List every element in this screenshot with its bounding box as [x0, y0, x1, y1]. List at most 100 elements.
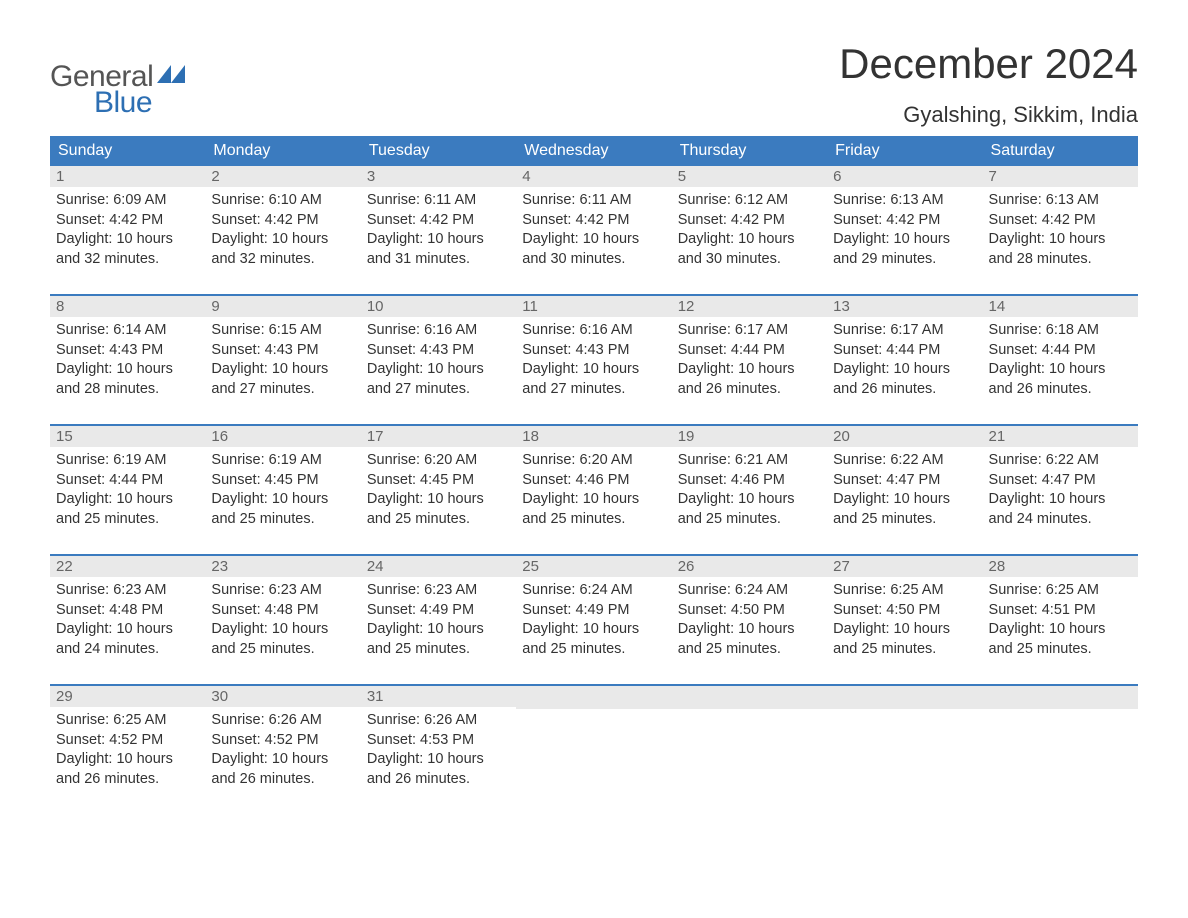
day-sunrise: Sunrise: 6:20 AM	[522, 451, 665, 471]
day-sunset: Sunset: 4:42 PM	[522, 211, 665, 231]
day-daylight2: and 25 minutes.	[833, 640, 976, 660]
day-daylight1: Daylight: 10 hours	[56, 230, 199, 250]
day-number: 18	[516, 426, 671, 447]
day-number-bar	[827, 686, 982, 709]
day-daylight2: and 25 minutes.	[522, 510, 665, 530]
day-sunset: Sunset: 4:42 PM	[833, 211, 976, 231]
calendar-cell	[983, 686, 1138, 814]
day-details: Sunrise: 6:12 AMSunset: 4:42 PMDaylight:…	[672, 187, 827, 279]
day-sunrise: Sunrise: 6:17 AM	[678, 321, 821, 341]
calendar-cell: 2Sunrise: 6:10 AMSunset: 4:42 PMDaylight…	[205, 166, 360, 295]
calendar-cell: 5Sunrise: 6:12 AMSunset: 4:42 PMDaylight…	[672, 166, 827, 295]
day-sunrise: Sunrise: 6:18 AM	[989, 321, 1132, 341]
day-details: Sunrise: 6:17 AMSunset: 4:44 PMDaylight:…	[827, 317, 982, 409]
logo: General Blue	[50, 40, 185, 120]
day-sunrise: Sunrise: 6:21 AM	[678, 451, 821, 471]
day-daylight2: and 29 minutes.	[833, 250, 976, 270]
day-sunset: Sunset: 4:47 PM	[989, 471, 1132, 491]
calendar-cell: 23Sunrise: 6:23 AMSunset: 4:48 PMDayligh…	[205, 556, 360, 685]
day-daylight1: Daylight: 10 hours	[211, 750, 354, 770]
day-sunset: Sunset: 4:45 PM	[367, 471, 510, 491]
day-sunset: Sunset: 4:45 PM	[211, 471, 354, 491]
day-header: Tuesday	[361, 136, 516, 166]
day-daylight1: Daylight: 10 hours	[522, 490, 665, 510]
day-details: Sunrise: 6:13 AMSunset: 4:42 PMDaylight:…	[827, 187, 982, 279]
day-sunset: Sunset: 4:47 PM	[833, 471, 976, 491]
day-daylight1: Daylight: 10 hours	[678, 620, 821, 640]
day-sunrise: Sunrise: 6:25 AM	[833, 581, 976, 601]
day-details: Sunrise: 6:20 AMSunset: 4:45 PMDaylight:…	[361, 447, 516, 539]
day-number: 26	[672, 556, 827, 577]
day-daylight2: and 26 minutes.	[833, 380, 976, 400]
calendar-cell: 11Sunrise: 6:16 AMSunset: 4:43 PMDayligh…	[516, 296, 671, 425]
day-sunset: Sunset: 4:43 PM	[367, 341, 510, 361]
day-sunset: Sunset: 4:46 PM	[678, 471, 821, 491]
logo-flag-icon	[157, 65, 185, 88]
day-details: Sunrise: 6:26 AMSunset: 4:52 PMDaylight:…	[205, 707, 360, 799]
calendar-cell: 7Sunrise: 6:13 AMSunset: 4:42 PMDaylight…	[983, 166, 1138, 295]
day-number: 29	[50, 686, 205, 707]
day-sunrise: Sunrise: 6:11 AM	[522, 191, 665, 211]
day-sunrise: Sunrise: 6:20 AM	[367, 451, 510, 471]
day-number: 14	[983, 296, 1138, 317]
day-sunset: Sunset: 4:44 PM	[678, 341, 821, 361]
calendar-cell: 26Sunrise: 6:24 AMSunset: 4:50 PMDayligh…	[672, 556, 827, 685]
day-daylight1: Daylight: 10 hours	[367, 230, 510, 250]
day-daylight2: and 25 minutes.	[678, 640, 821, 660]
day-details: Sunrise: 6:22 AMSunset: 4:47 PMDaylight:…	[827, 447, 982, 539]
calendar-cell	[516, 686, 671, 814]
day-daylight1: Daylight: 10 hours	[833, 230, 976, 250]
day-header: Thursday	[672, 136, 827, 166]
day-sunrise: Sunrise: 6:17 AM	[833, 321, 976, 341]
day-daylight1: Daylight: 10 hours	[56, 490, 199, 510]
day-sunrise: Sunrise: 6:23 AM	[56, 581, 199, 601]
day-details: Sunrise: 6:11 AMSunset: 4:42 PMDaylight:…	[516, 187, 671, 279]
day-daylight1: Daylight: 10 hours	[211, 490, 354, 510]
calendar-cell: 21Sunrise: 6:22 AMSunset: 4:47 PMDayligh…	[983, 426, 1138, 555]
day-sunset: Sunset: 4:49 PM	[367, 601, 510, 621]
day-daylight1: Daylight: 10 hours	[989, 620, 1132, 640]
day-daylight2: and 25 minutes.	[367, 510, 510, 530]
day-details: Sunrise: 6:14 AMSunset: 4:43 PMDaylight:…	[50, 317, 205, 409]
day-number: 16	[205, 426, 360, 447]
day-details: Sunrise: 6:09 AMSunset: 4:42 PMDaylight:…	[50, 187, 205, 279]
day-details: Sunrise: 6:11 AMSunset: 4:42 PMDaylight:…	[361, 187, 516, 279]
day-daylight2: and 27 minutes.	[367, 380, 510, 400]
day-daylight2: and 25 minutes.	[833, 510, 976, 530]
day-daylight1: Daylight: 10 hours	[678, 230, 821, 250]
calendar-cell: 16Sunrise: 6:19 AMSunset: 4:45 PMDayligh…	[205, 426, 360, 555]
day-number: 17	[361, 426, 516, 447]
calendar-cell: 8Sunrise: 6:14 AMSunset: 4:43 PMDaylight…	[50, 296, 205, 425]
day-number: 23	[205, 556, 360, 577]
calendar-cell: 9Sunrise: 6:15 AMSunset: 4:43 PMDaylight…	[205, 296, 360, 425]
day-sunset: Sunset: 4:51 PM	[989, 601, 1132, 621]
day-daylight1: Daylight: 10 hours	[56, 620, 199, 640]
day-details: Sunrise: 6:21 AMSunset: 4:46 PMDaylight:…	[672, 447, 827, 539]
day-sunset: Sunset: 4:46 PM	[522, 471, 665, 491]
day-daylight1: Daylight: 10 hours	[367, 360, 510, 380]
day-daylight1: Daylight: 10 hours	[678, 360, 821, 380]
day-daylight2: and 25 minutes.	[367, 640, 510, 660]
day-daylight2: and 31 minutes.	[367, 250, 510, 270]
day-sunset: Sunset: 4:42 PM	[367, 211, 510, 231]
day-daylight2: and 28 minutes.	[989, 250, 1132, 270]
calendar-week: 1Sunrise: 6:09 AMSunset: 4:42 PMDaylight…	[50, 166, 1138, 295]
day-header: Sunday	[50, 136, 205, 166]
day-number: 5	[672, 166, 827, 187]
day-daylight1: Daylight: 10 hours	[211, 620, 354, 640]
day-daylight1: Daylight: 10 hours	[211, 230, 354, 250]
day-number: 9	[205, 296, 360, 317]
day-number: 31	[361, 686, 516, 707]
day-number: 7	[983, 166, 1138, 187]
day-sunrise: Sunrise: 6:10 AM	[211, 191, 354, 211]
day-sunrise: Sunrise: 6:11 AM	[367, 191, 510, 211]
day-details: Sunrise: 6:25 AMSunset: 4:52 PMDaylight:…	[50, 707, 205, 799]
day-daylight2: and 28 minutes.	[56, 380, 199, 400]
day-daylight2: and 27 minutes.	[211, 380, 354, 400]
day-number: 11	[516, 296, 671, 317]
day-number: 1	[50, 166, 205, 187]
calendar-cell: 6Sunrise: 6:13 AMSunset: 4:42 PMDaylight…	[827, 166, 982, 295]
day-daylight2: and 26 minutes.	[367, 770, 510, 790]
day-sunset: Sunset: 4:42 PM	[211, 211, 354, 231]
location: Gyalshing, Sikkim, India	[839, 102, 1138, 128]
